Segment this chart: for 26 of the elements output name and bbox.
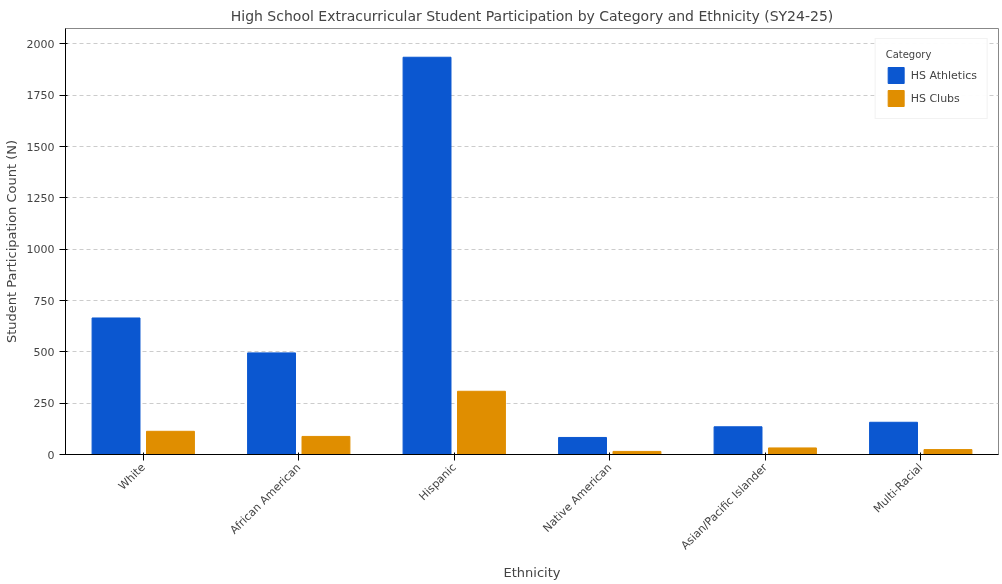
y-tick-label: 1500 [26,140,55,154]
legend-title: Category [885,49,933,60]
bar [869,421,918,455]
y-tick-label: 0 [47,448,55,462]
bar [923,449,973,455]
bar [301,435,351,455]
y-tick-label: 1250 [26,191,55,205]
bar [558,436,607,455]
bar [713,426,763,455]
bar [91,317,141,455]
y-tick-label: 2000 [26,37,55,51]
bar [457,390,506,455]
y-tick-label: 750 [33,294,55,308]
y-tick-label: 250 [33,397,55,411]
x-axis-title: Ethnicity [503,564,561,580]
bar [247,352,296,455]
bar [402,56,452,455]
bar [146,430,195,455]
y-tick-label: 500 [33,345,55,359]
y-tick-label: 1000 [26,243,55,257]
bar [768,447,817,455]
legend-label: HS Clubs [910,91,960,105]
legend-label: HS Athletics [910,68,977,82]
y-axis-title: Student Participation Count (N) [3,139,19,344]
y-tick-label: 1750 [26,89,55,103]
chart-title: High School Extracurricular Student Participation by Category and Ethnicity (SY24-25) [230,7,834,24]
